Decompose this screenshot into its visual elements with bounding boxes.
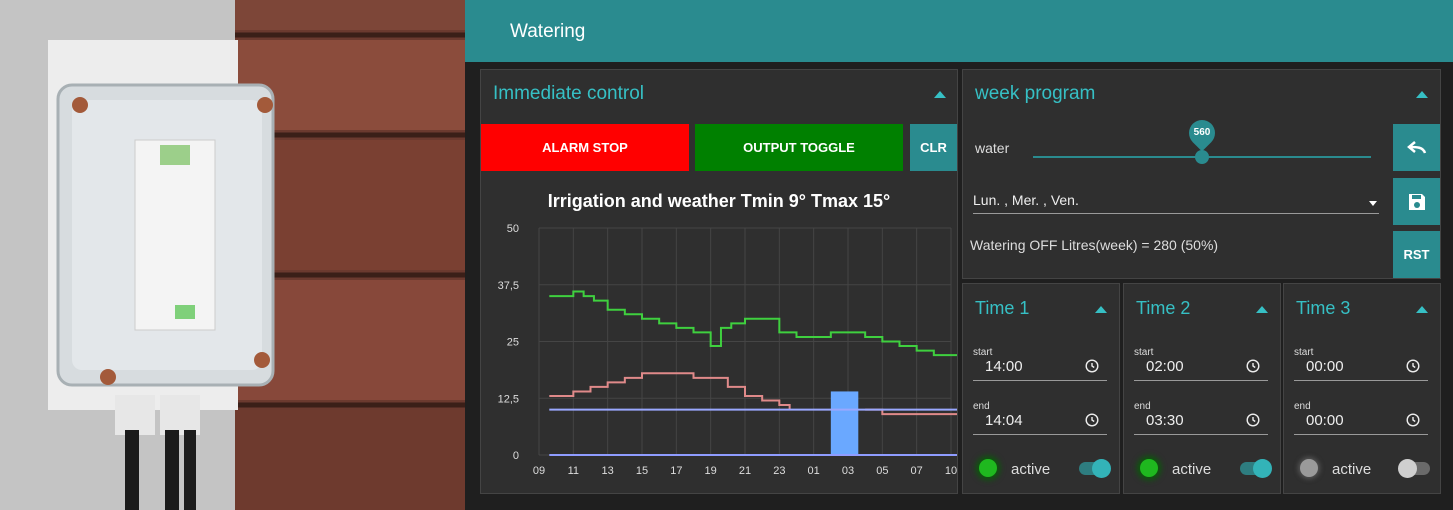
- x-tick-label: 09: [533, 465, 545, 477]
- end-time-input[interactable]: 14:04: [985, 412, 1023, 429]
- collapse-caret-icon[interactable]: [1416, 91, 1428, 98]
- end-underline: [1134, 434, 1268, 435]
- active-toggle[interactable]: [1079, 459, 1111, 478]
- start-label: start: [973, 347, 993, 358]
- active-label: active: [1332, 461, 1372, 478]
- x-tick-label: 07: [911, 465, 923, 477]
- start-time-input[interactable]: 14:00: [985, 358, 1023, 375]
- water-label: water: [975, 140, 1010, 156]
- start-underline: [973, 380, 1107, 381]
- status-led: [1140, 459, 1158, 477]
- x-tick-label: 03: [842, 465, 854, 477]
- chart-title: Irrigation and weather Tmin 9° Tmax 15°: [548, 191, 890, 211]
- start-label: start: [1134, 347, 1154, 358]
- toggle-knob: [1092, 459, 1111, 478]
- save-button[interactable]: [1393, 178, 1440, 225]
- y-tick-label: 37,5: [498, 280, 519, 292]
- clr-button[interactable]: CLR: [910, 124, 957, 171]
- y-tick-label: 0: [513, 450, 519, 462]
- app-title: Watering: [510, 21, 586, 42]
- end-label: end: [1134, 401, 1151, 412]
- output-toggle-button[interactable]: OUTPUT TOGGLE: [695, 124, 903, 171]
- end-time-input[interactable]: 03:30: [1146, 412, 1184, 429]
- x-tick-label: 17: [670, 465, 682, 477]
- alarm-stop-button[interactable]: ALARM STOP: [481, 124, 689, 171]
- start-underline: [1294, 380, 1428, 381]
- toggle-knob: [1253, 459, 1272, 478]
- floppy-disk-icon: [1408, 193, 1425, 210]
- end-time-input[interactable]: 00:00: [1306, 412, 1344, 429]
- y-tick-label: 25: [507, 337, 519, 349]
- irrigation-chart: Irrigation and weather Tmin 9° Tmax 15° …: [498, 191, 957, 477]
- slider-thumb[interactable]: [1195, 150, 1209, 164]
- status-led: [979, 459, 997, 477]
- undo-icon: [1406, 140, 1426, 154]
- time-title: Time 3: [1296, 298, 1351, 318]
- clock-icon[interactable]: [1085, 359, 1099, 378]
- header-bar: Watering: [465, 0, 1453, 62]
- clock-icon[interactable]: [1085, 413, 1099, 432]
- start-time-input[interactable]: 02:00: [1146, 358, 1184, 375]
- immediate-control-card: Immediate control ALARM STOP OUTPUT TOGG…: [480, 69, 958, 494]
- end-underline: [973, 434, 1107, 435]
- watering-bar: [830, 391, 859, 455]
- watering-status: Watering OFF Litres(week) = 280 (50%): [970, 237, 1219, 253]
- x-tick-label: 11: [568, 465, 579, 477]
- x-tick-label: 15: [636, 465, 648, 477]
- active-label: active: [1172, 461, 1212, 478]
- start-label: start: [1294, 347, 1314, 358]
- days-select-underline: [973, 213, 1379, 214]
- active-toggle[interactable]: [1240, 459, 1272, 478]
- active-toggle[interactable]: [1398, 459, 1430, 478]
- time-title: Time 1: [975, 298, 1030, 318]
- collapse-caret-icon[interactable]: [1095, 306, 1107, 313]
- days-select[interactable]: Lun. , Mer. , Ven.: [973, 192, 1079, 208]
- end-label: end: [1294, 401, 1311, 412]
- rst-button[interactable]: RST: [1393, 231, 1440, 278]
- series-line: [549, 290, 957, 357]
- collapse-caret-icon[interactable]: [1256, 306, 1268, 313]
- clock-icon[interactable]: [1246, 413, 1260, 432]
- x-tick-label: 21: [739, 465, 751, 477]
- y-tick-label: 12,5: [498, 393, 519, 405]
- slider-value: 560: [1193, 127, 1211, 138]
- card-title: week program: [975, 83, 1096, 104]
- card-title: Immediate control: [493, 83, 645, 104]
- week-program-card: week program water 560 Lun. , Mer. , Ven…: [962, 69, 1441, 279]
- end-underline: [1294, 434, 1428, 435]
- collapse-caret-icon[interactable]: [1416, 306, 1428, 313]
- active-label: active: [1011, 461, 1051, 478]
- clock-icon[interactable]: [1406, 359, 1420, 378]
- series-line: [549, 372, 791, 410]
- collapse-caret-icon[interactable]: [934, 91, 946, 98]
- clock-icon[interactable]: [1406, 413, 1420, 432]
- device-photo: [0, 0, 465, 510]
- x-tick-label: 05: [876, 465, 888, 477]
- x-tick-label: 10: [945, 465, 957, 477]
- x-tick-label: 01: [808, 465, 820, 477]
- end-label: end: [973, 401, 990, 412]
- clock-icon[interactable]: [1246, 359, 1260, 378]
- dropdown-arrow-icon[interactable]: [1369, 201, 1377, 206]
- time-card-1: Time 1 start 14:00 end 14:04 active: [962, 283, 1120, 494]
- y-tick-label: 50: [507, 223, 519, 235]
- dashboard: Watering Immediate control ALARM STOP OU…: [465, 0, 1453, 510]
- start-underline: [1134, 380, 1268, 381]
- undo-button[interactable]: [1393, 124, 1440, 171]
- x-tick-label: 19: [705, 465, 717, 477]
- toggle-knob: [1398, 459, 1417, 478]
- x-tick-label: 13: [602, 465, 614, 477]
- status-led: [1300, 459, 1318, 477]
- start-time-input[interactable]: 00:00: [1306, 358, 1344, 375]
- time-card-3: Time 3 start 00:00 end 00:00 active: [1283, 283, 1441, 494]
- x-tick-label: 23: [773, 465, 785, 477]
- time-card-2: Time 2 start 02:00 end 03:30 active: [1123, 283, 1281, 494]
- time-title: Time 2: [1136, 298, 1191, 318]
